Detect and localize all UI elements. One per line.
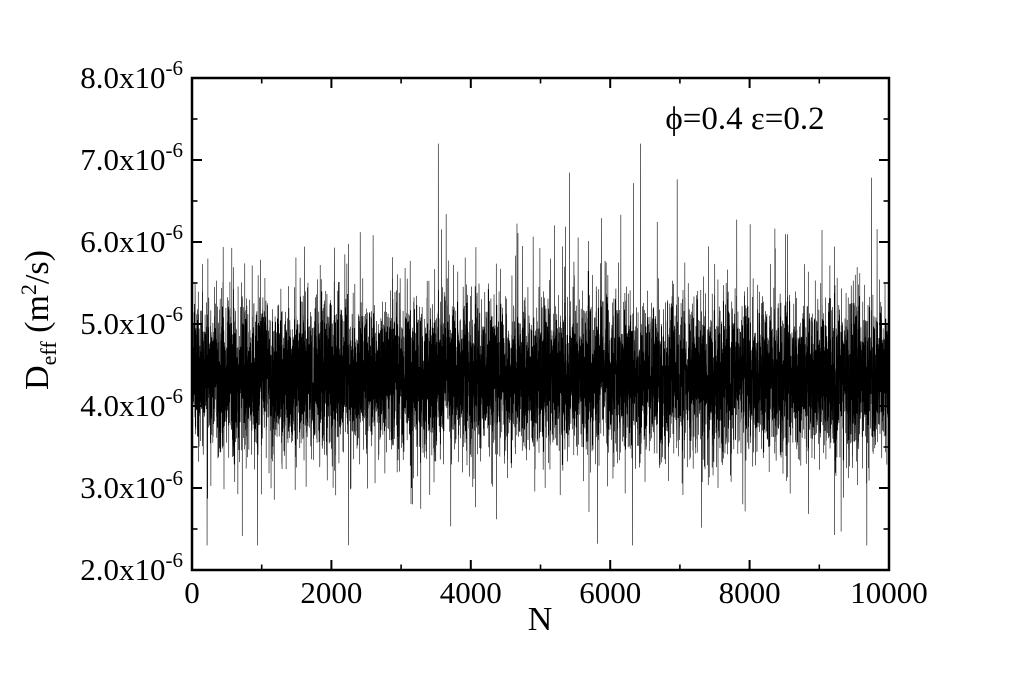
x-tick-label: 8000	[719, 575, 781, 610]
annotation-phi-epsilon: ϕ=0.4 ε=0.2	[665, 101, 824, 137]
x-tick-label: 10000	[850, 575, 928, 610]
y-tick-label: 3.0x10-6	[80, 466, 183, 505]
y-tick-label: 6.0x10-6	[80, 220, 183, 259]
plot-frame	[190, 76, 891, 572]
y-title-sub: eff	[36, 341, 61, 366]
y-tick-label: 4.0x10-6	[80, 384, 183, 423]
y-title-main: D	[19, 365, 56, 390]
y-axis-title: Deff (m2/s)	[16, 250, 61, 390]
y-tick-label: 2.0x10-6	[80, 548, 183, 587]
y-title-sup: 2	[16, 284, 41, 295]
y-tick-label: 7.0x10-6	[80, 138, 183, 177]
y-tick-labels: 2.0x10-6 3.0x10-6 4.0x10-6 5.0x10-6 6.0x10-6…	[80, 56, 183, 587]
x-axis-title: N	[528, 601, 553, 638]
axis-ticks	[191, 77, 890, 571]
y-tick-label: 5.0x10-6	[80, 302, 183, 341]
y-tick-label: 8.0x10-6	[80, 56, 183, 95]
x-tick-label: 2000	[300, 575, 362, 610]
data-series	[191, 143, 890, 546]
x-tick-labels: 0 2000 4000 6000 8000 10000	[184, 575, 928, 610]
x-tick-label: 6000	[579, 575, 641, 610]
x-tick-label: 4000	[440, 575, 502, 610]
x-tick-label: 0	[184, 575, 200, 610]
